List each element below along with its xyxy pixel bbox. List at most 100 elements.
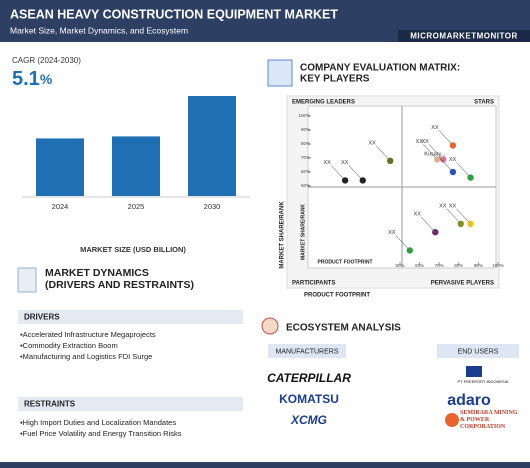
leader-line [395,235,410,251]
inner-y-label: MARKET SHARE/RANK [300,204,306,261]
y-tick-label: 50% [301,183,310,188]
outer-x-label: PRODUCT FOOTPRINT [304,293,370,299]
x-axis-label: MARKET SIZE (USD BILLION) [80,245,186,254]
player-dot [467,174,474,181]
x-tick-label: 2030 [204,202,221,211]
end-user-logo: PT FREEPORT INDONESIA [458,379,509,384]
semirara-mark [445,413,459,427]
restraints-list: ▪High Import Duties and Localization Man… [20,418,182,438]
end-user-logo: adaro [447,392,491,409]
item-text: High Import Duties and Localization Mand… [23,418,177,427]
bar [112,136,160,196]
cagr-label: CAGR (2024-2030) [12,56,81,65]
y-tick-label: 60% [301,169,310,174]
item-text: Commodity Extraction Boom [23,341,118,350]
end-user-logo: SEMIRARA MINING & POWER CORPORATION [460,410,518,430]
bullet: ▪ [20,429,23,438]
point-label: XX [421,139,429,145]
player-dot [406,247,413,254]
brand-band [398,30,530,42]
y-tick-label: 80% [301,141,310,146]
bullet: ▪ [20,341,23,350]
bullet: ▪ [20,352,23,361]
x-tick-label: 100% [492,263,504,268]
leader-line [456,208,471,224]
matrix-plot: 50% 60% 70% 80% 90% 100% 50% 60% 70% 80% 90% 100% XX… [298,105,504,269]
leader-line [438,156,454,173]
leader-line [438,130,454,146]
player-dot [432,229,439,236]
bullet: ▪ [20,418,23,427]
y-tick-label: 70% [301,155,310,160]
y-tick-label: 90% [301,127,310,132]
manufacturer-logo: CATERPILLAR [267,371,351,385]
x-tick-label: 2024 [52,202,69,211]
x-tick-label: 2025 [128,202,145,211]
point-label: XX [449,157,457,163]
item-text: Accelerated Infrastructure Megaprojects [23,330,156,339]
dynamics-title: MARKET DYNAMICS [45,267,149,279]
inner-x-label: PRODUCT FOOTPRINT [318,259,373,265]
quadrant-label: EMERGING LEADERS [292,100,355,106]
y-tick-label: 100% [298,113,310,118]
dynamics-icon [17,267,37,293]
player-dot [387,157,394,164]
matrix-title: COMPANY EVALUATION MATRIX: [300,63,460,74]
x-tick-label: 80% [454,263,463,268]
x-tick-label: 90% [474,263,483,268]
matrix-title: KEY PLAYERS [300,74,370,85]
page-subtitle: Market Size, Market Dynamics, and Ecosys… [10,25,188,35]
point-label: XX [388,230,396,236]
manufacturer-logo: XCMG [290,413,327,427]
point-label: XX [323,160,331,166]
point-label: Kusary... [424,151,446,157]
player-dot [467,220,474,227]
end-users-header [437,344,519,358]
leader-line [330,165,346,181]
footer-band [0,462,530,468]
drivers-list: ▪Accelerated Infrastructure Megaprojects… [20,330,156,361]
bullet: ▪ [20,330,23,339]
drivers-title: DRIVERS [24,313,60,322]
restraints-header [18,397,243,411]
leader-line [376,145,391,161]
x-tick-label: 50% [395,263,404,268]
brand: MICROMARKETMONITOR [410,32,518,41]
leader-line [456,162,471,178]
list-item: ▪Fuel Price Volatility and Energy Transi… [20,429,182,438]
ecosystem-icon [261,317,279,335]
point-label: XX [449,203,457,209]
leader-line [446,208,461,224]
restraints-title: RESTRAINTS [24,400,76,409]
cagr-number: 5.1 [12,68,40,90]
leader-line [348,165,363,181]
player-dot [449,168,457,176]
quadrant-label: PERVASIVE PLAYERS [431,281,494,287]
leader-line [428,144,444,160]
manufacturer-logo: KOMATSU [279,392,339,406]
bar [188,96,236,196]
player-dot [457,220,464,227]
outer-y-label: MARKET SHARE/RANK [280,201,286,269]
item-text: Fuel Price Volatility and Energy Transit… [23,429,182,438]
x-tick-label: 60% [415,263,424,268]
list-item: ▪Commodity Extraction Boom [20,341,118,350]
point-label: XX [414,212,422,218]
dynamics-title: (DRIVERS AND RESTRAINTS) [45,279,194,291]
cagr-unit: % [40,71,53,87]
leader-line [423,144,438,160]
matrix-icon [267,59,293,87]
x-tick-label: 70% [435,263,444,268]
player-dot [439,156,447,163]
quadrant-label: PARTICIPANTS [292,281,335,287]
end-users-title: END USERS [458,348,499,355]
player-dot [359,177,366,184]
quadrant-label: STARS [474,100,494,106]
item-text: Manufacturing and Logistics FDI Surge [23,352,153,361]
point-label: XX [431,125,439,131]
leader-line [421,217,436,233]
point-label: XX [416,139,424,145]
player-dot [449,142,457,149]
